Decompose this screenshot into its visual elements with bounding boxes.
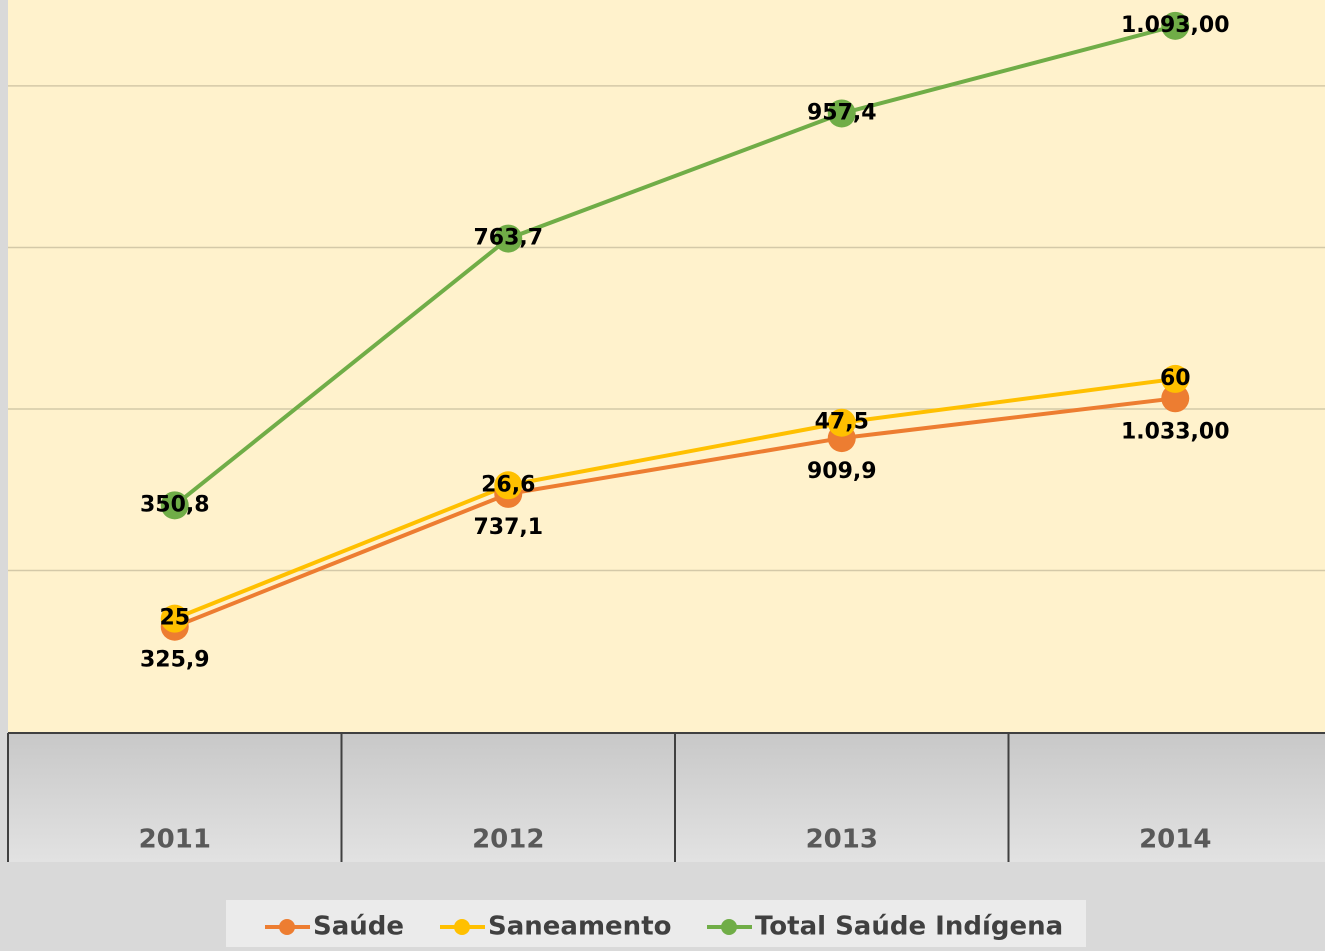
- data-label: 763,7: [473, 226, 543, 251]
- data-label: 957,4: [807, 100, 877, 125]
- data-label: 60: [1160, 366, 1191, 391]
- point-marker: [827, 99, 856, 128]
- x-tick-label: 2013: [806, 825, 878, 855]
- category-axis: [8, 732, 1325, 862]
- legend-label: Saneamento: [488, 912, 672, 942]
- legend-marker: [454, 919, 470, 935]
- point-marker: [1161, 384, 1190, 413]
- x-tick-label: 2012: [472, 825, 544, 855]
- x-tick-label: 2014: [1139, 825, 1211, 855]
- legend-label: Total Saúde Indígena: [755, 912, 1063, 942]
- series-line: [174, 376, 1176, 621]
- data-label: 1.093,00: [1121, 13, 1230, 38]
- legend-box: [226, 900, 1086, 947]
- data-label: 909,9: [807, 459, 877, 484]
- point-marker: [1161, 364, 1190, 393]
- data-label: 25: [159, 606, 190, 631]
- point-marker: [1161, 11, 1190, 40]
- plot-area: [8, 0, 1325, 732]
- x-tick-label: 2011: [139, 825, 211, 855]
- point-marker: [827, 408, 856, 437]
- series-line: [174, 396, 1176, 629]
- point-marker: [494, 471, 523, 500]
- data-label: 350,8: [140, 492, 210, 517]
- data-label: 26,6: [481, 472, 535, 497]
- point-marker: [494, 224, 523, 253]
- legend-marker: [279, 919, 295, 935]
- data-label: 1.033,00: [1121, 419, 1230, 444]
- data-label: 47,5: [815, 410, 869, 435]
- legend-marker: [721, 919, 737, 935]
- point-marker: [160, 604, 189, 633]
- series-line: [173, 23, 1176, 507]
- legend-label: Saúde: [313, 912, 404, 942]
- point-marker: [160, 491, 189, 520]
- data-label: 737,1: [473, 515, 543, 540]
- data-label: 325,9: [140, 648, 210, 673]
